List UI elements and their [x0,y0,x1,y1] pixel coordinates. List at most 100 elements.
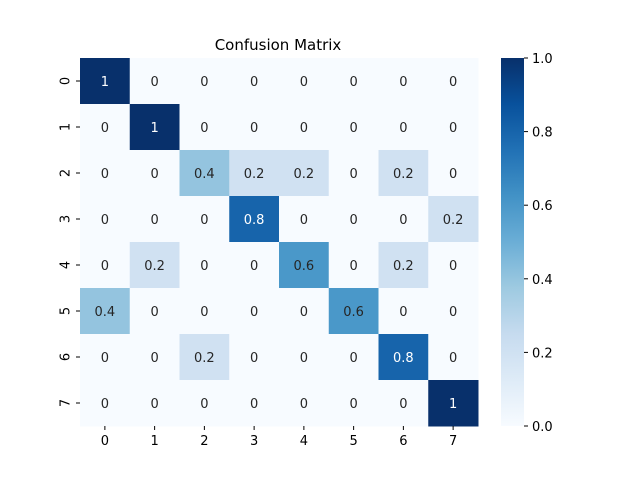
heatmap-cell-r7-c2 [179,380,230,427]
cell-label-r7-c3: 0 [250,397,258,412]
heatmap-cell-r2-c2 [179,150,230,197]
cell-label-r4-c2: 0 [200,259,208,274]
colorbar-gradient [501,58,524,426]
heatmap-cell-r5-c4 [279,288,330,335]
heatmap-cell-r3-c7 [428,196,479,243]
cell-label-r6-c1: 0 [150,351,158,366]
cell-label-r7-c4: 0 [300,397,308,412]
cell-label-r6-c0: 0 [101,351,109,366]
cell-label-r3-c7: 0.2 [443,213,464,228]
cell-label-r1-c0: 0 [101,121,109,136]
x-axis: 0 1 2 3 4 5 6 7 [101,426,457,449]
heatmap-cell-r0-c7 [428,58,479,105]
x-tick-label-6: 6 [399,434,407,449]
cell-label-r0-c5: 0 [349,75,357,90]
cell-label-r0-c7: 0 [449,75,457,90]
cell-label-r2-c3: 0.2 [244,167,265,182]
heatmap-cell-r0-c6 [378,58,429,105]
heatmap-cell-r6-c0 [80,334,131,381]
heatmap-cell-r3-c1 [129,196,180,243]
cell-label-r6-c4: 0 [300,351,308,366]
cell-label-r1-c4: 0 [300,121,308,136]
cell-label-r4-c1: 0.2 [144,259,165,274]
x-tick-label-5: 5 [349,434,357,449]
y-tick-label-5: 5 [59,307,74,315]
cell-labels: 1 0 0 0 0 0 0 0 0 1 0 0 0 0 0 0 0 0 0.4 0.2 0.2 0 0.2 0 0 0 0 0.8 0 0… [95,75,464,412]
cell-label-r7-c1: 0 [150,397,158,412]
heatmap-cell-r4-c4 [279,242,330,289]
cell-label-r3-c0: 0 [101,213,109,228]
colorbar-tick-label-1: 0.2 [532,346,553,361]
cell-label-r3-c2: 0 [200,213,208,228]
cell-label-r2-c1: 0 [150,167,158,182]
cell-label-r0-c6: 0 [399,75,407,90]
cell-label-r1-c7: 0 [449,121,457,136]
heatmap-cell-r7-c0 [80,380,131,427]
colorbar-tick-label-0: 0.0 [532,420,553,435]
heatmap-cell-r4-c3 [229,242,280,289]
cell-label-r2-c0: 0 [101,167,109,182]
heatmap-cell-r0-c0 [80,58,131,105]
heatmap-cell-r2-c1 [129,150,180,197]
y-tick-label-7: 7 [59,399,74,407]
x-tick-label-3: 3 [250,434,258,449]
cell-label-r1-c1: 1 [150,121,158,136]
heatmap-cell-r7-c4 [279,380,330,427]
cell-label-r0-c2: 0 [200,75,208,90]
heatmap-cell-r1-c4 [279,104,330,151]
cell-label-r5-c2: 0 [200,305,208,320]
heatmap-cell-r6-c2 [179,334,230,381]
heatmap-cell-r2-c4 [279,150,330,197]
heatmap-cell-r3-c3 [229,196,280,243]
heatmap-cell-r0-c2 [179,58,230,105]
cell-label-r5-c5: 0.6 [343,305,364,320]
heatmap-cells [80,58,479,427]
cell-label-r5-c0: 0.4 [95,305,116,320]
cell-label-r3-c3: 0.8 [244,213,265,228]
cell-label-r3-c1: 0 [150,213,158,228]
heatmap-cell-r5-c0 [80,288,131,335]
heatmap-cell-r4-c2 [179,242,230,289]
heatmap-cell-r5-c1 [129,288,180,335]
heatmap-cell-r2-c0 [80,150,131,197]
cell-label-r1-c3: 0 [250,121,258,136]
heatmap-cell-r1-c7 [428,104,479,151]
heatmap-cell-r5-c5 [328,288,379,335]
heatmap-cell-r5-c6 [378,288,429,335]
heatmap-cell-r5-c7 [428,288,479,335]
heatmap-cell-r6-c6 [378,334,429,381]
cell-label-r4-c3: 0 [250,259,258,274]
heatmap-cell-r1-c0 [80,104,131,151]
heatmap-cell-r1-c2 [179,104,230,151]
cell-label-r7-c2: 0 [200,397,208,412]
heatmap-cell-r4-c6 [378,242,429,289]
y-tick-label-2: 2 [59,169,74,177]
heatmap-cell-r4-c1 [129,242,180,289]
heatmap-cell-r6-c7 [428,334,479,381]
cell-label-r6-c5: 0 [349,351,357,366]
heatmap-cell-r4-c7 [428,242,479,289]
heatmap-cell-r6-c4 [279,334,330,381]
cell-label-r1-c2: 0 [200,121,208,136]
cell-label-r1-c5: 0 [349,121,357,136]
heatmap-cell-r0-c5 [328,58,379,105]
heatmap-cell-r3-c5 [328,196,379,243]
heatmap-cell-r2-c5 [328,150,379,197]
colorbar: 0.0 0.2 0.4 0.6 0.8 1.0 [501,52,553,435]
cell-label-r2-c6: 0.2 [393,167,414,182]
y-tick-label-3: 3 [59,215,74,223]
cell-label-r0-c1: 0 [150,75,158,90]
cell-label-r2-c4: 0.2 [294,167,315,182]
colorbar-tick-label-4: 0.8 [532,126,553,141]
cell-label-r7-c7: 1 [449,397,457,412]
y-tick-label-4: 4 [59,261,74,269]
cell-label-r4-c0: 0 [101,259,109,274]
colorbar-tick-label-5: 1.0 [532,52,553,67]
cell-label-r4-c6: 0.2 [393,259,414,274]
heatmap-cell-r6-c5 [328,334,379,381]
heatmap-cell-r2-c7 [428,150,479,197]
cell-label-r4-c5: 0 [349,259,357,274]
heatmap-cell-r3-c4 [279,196,330,243]
